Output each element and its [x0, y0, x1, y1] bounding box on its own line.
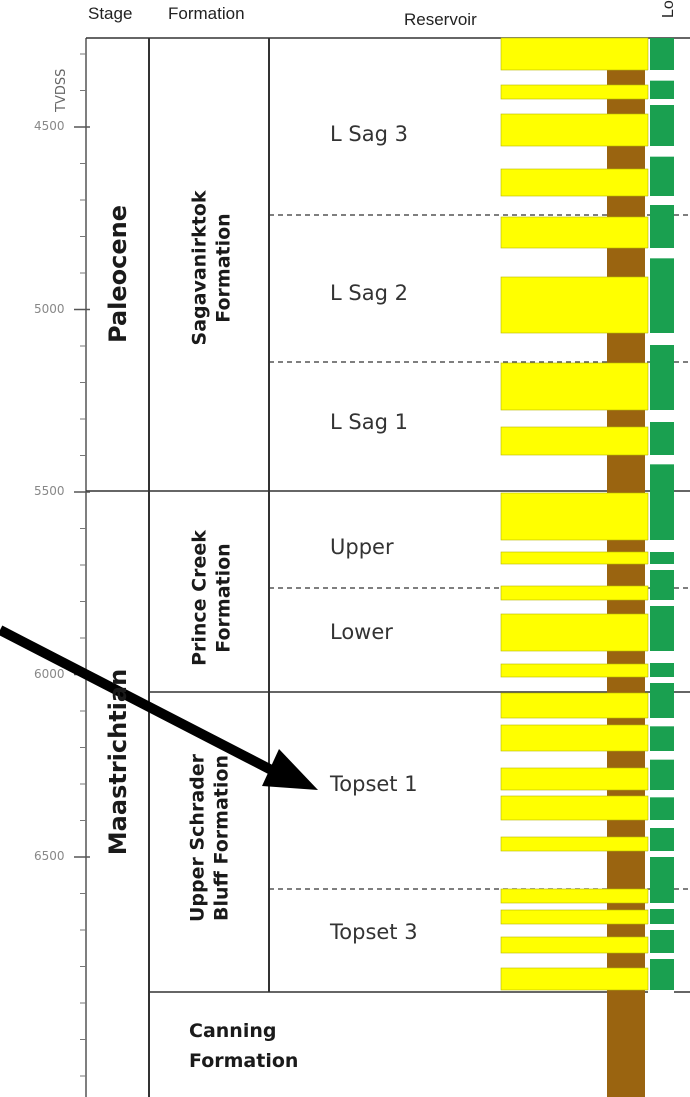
formation-prince-creek-line1: Prince Creek [188, 530, 211, 666]
depth-tick-label: 6500 [34, 849, 65, 863]
sand-bed [500, 663, 649, 678]
sand-bed [500, 551, 649, 565]
sand-bed [500, 168, 649, 197]
log-notch [648, 718, 674, 727]
sand-bed [500, 836, 649, 852]
reservoir-upper: Upper [330, 535, 394, 559]
sand-bed [500, 909, 649, 925]
log-notch [648, 333, 674, 345]
formation-prince-creek: Prince Creek Formation [188, 530, 236, 666]
sand-bed [500, 692, 649, 719]
log-notch [648, 564, 674, 570]
sand-bed [500, 113, 649, 147]
formation-sagavanirktok: Sagavanirktok Formation [188, 191, 236, 346]
formation-canning: Canning Formation [189, 1016, 298, 1077]
sand-bed [500, 276, 649, 334]
sand-bed [500, 84, 649, 100]
formation-upper-schrader: Upper Schrader Bluff Formation [186, 754, 234, 922]
stage-paleocene-text: Paleocene [104, 205, 132, 343]
header-stage: Stage [88, 4, 133, 23]
log-green-column [650, 38, 674, 992]
reservoir-topset-3: Topset 3 [330, 920, 418, 944]
depth-tick-label: 5500 [34, 484, 65, 498]
sand-bed [500, 426, 649, 456]
log-notch [648, 99, 674, 105]
stage-maastrichtian: Maastrichtian [103, 669, 133, 855]
reservoir-lower: Lower [330, 620, 393, 644]
sand-bed [500, 724, 649, 752]
formation-prince-creek-line2: Formation [212, 543, 234, 653]
sand-bed [500, 936, 649, 954]
log-notch [648, 455, 674, 465]
sand-bed [500, 767, 649, 791]
log-notch [648, 903, 674, 909]
formation-sagavanirktok-line1: Sagavanirktok [188, 190, 211, 346]
sand-bed [500, 37, 649, 71]
log-notch [648, 146, 674, 157]
formation-canning-line1: Canning [189, 1020, 277, 1042]
sand-beds [500, 37, 674, 998]
reservoir-l-sag-2: L Sag 2 [330, 281, 408, 305]
stage-paleocene: Paleocene [103, 205, 133, 343]
formation-upper-schrader-line1: Upper Schrader [186, 753, 209, 923]
log-notch [648, 953, 674, 959]
formation-sagavanirktok-line2: Formation [212, 213, 234, 323]
sand-bed [500, 888, 649, 904]
depth-tick-label: 5000 [34, 301, 65, 316]
stage-maastrichtian-text: Maastrichtian [104, 668, 132, 856]
header-reservoir: Reservoir [404, 10, 477, 29]
sand-bed [500, 216, 649, 249]
log-notch [648, 990, 674, 998]
log-notch [648, 677, 674, 683]
sand-bed [500, 492, 649, 541]
log-notch [648, 248, 674, 259]
reservoir-l-sag-3: L Sag 3 [330, 122, 408, 146]
log-notch [648, 196, 674, 205]
depth-tick-label: 4500 [34, 119, 65, 133]
log-notch [648, 651, 674, 663]
reservoir-topset-1: Topset 1 [330, 772, 418, 796]
log-notch [648, 820, 674, 828]
log-notch [648, 410, 674, 422]
sand-bed [500, 613, 649, 652]
depth-tick-label: 6000 [34, 666, 65, 681]
formation-canning-line2: Formation [189, 1050, 299, 1073]
pointer-arrow-shaft [0, 625, 286, 781]
depth-axis-title: TVDSS [54, 68, 69, 112]
log-notch [648, 790, 674, 798]
log-notch [648, 70, 674, 81]
reservoir-l-sag-1: L Sag 1 [330, 410, 408, 434]
pointer-arrow-head [262, 749, 318, 790]
log-notch [648, 851, 674, 857]
log-notch [648, 600, 674, 606]
formation-upper-schrader-line2: Bluff Formation [210, 755, 232, 921]
header-formation: Formation [168, 4, 245, 23]
sand-bed [500, 585, 649, 601]
log-notch [648, 540, 674, 552]
sand-bed [500, 967, 649, 991]
sand-bed [500, 795, 649, 821]
depth-axis-ticks [74, 53, 90, 1077]
sand-bed [500, 362, 649, 411]
log-notch [648, 751, 674, 760]
log-notch [648, 924, 674, 930]
